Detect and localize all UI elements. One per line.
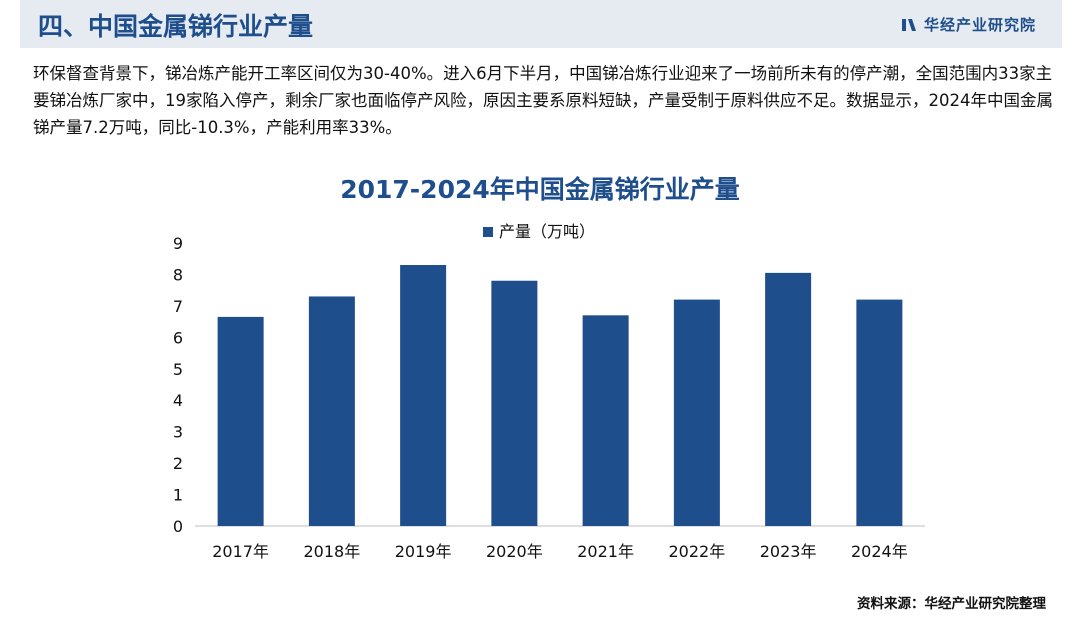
y-tick-label: 8 [173, 265, 183, 284]
y-tick-label: 1 [173, 486, 183, 505]
bar [673, 299, 720, 526]
bar [582, 315, 629, 526]
chart-title: 2017-2024年中国金属锑行业产量 [340, 175, 740, 204]
x-tick-label: 2019年 [395, 542, 452, 561]
x-tick-label: 2023年 [760, 542, 817, 561]
x-tick-label: 2018年 [304, 542, 361, 561]
y-tick-label: 4 [173, 391, 183, 410]
x-tick-label: 2022年 [669, 542, 726, 561]
y-tick-label: 6 [173, 328, 183, 347]
y-tick-label: 2 [173, 454, 183, 473]
y-tick-label: 5 [173, 360, 183, 379]
header-bar: 四、中国金属锑行业产量 华经产业研究院 [20, 0, 1062, 48]
x-tick-label: 2020年 [486, 542, 543, 561]
bar [217, 316, 264, 526]
brand-name: 华经产业研究院 [923, 16, 1036, 34]
legend-label: 产量（万吨） [499, 222, 595, 241]
y-tick-label: 3 [173, 423, 183, 442]
x-tick-label: 2021年 [577, 542, 634, 561]
bar [491, 280, 538, 526]
bar [308, 296, 355, 526]
y-tick-label: 7 [173, 297, 183, 316]
brand: 华经产业研究院 [901, 14, 1036, 35]
bar [856, 299, 903, 526]
y-tick-label: 0 [173, 517, 183, 536]
bar [765, 272, 812, 526]
brand-logo-icon [901, 18, 916, 31]
source-note: 资料来源：华经产业研究院整理 [857, 596, 1046, 612]
page-title: 四、中国金属锑行业产量 [38, 12, 314, 41]
x-tick-label: 2024年 [851, 542, 908, 561]
bar [400, 265, 447, 526]
y-tick-label: 9 [173, 234, 183, 253]
legend-swatch [483, 227, 493, 237]
x-tick-label: 2017年 [212, 542, 269, 561]
description-text: 环保督查背景下，锑冶炼产能开工率区间仅为30-40%。进入6月下半月，中国锑冶炼… [33, 64, 1053, 137]
